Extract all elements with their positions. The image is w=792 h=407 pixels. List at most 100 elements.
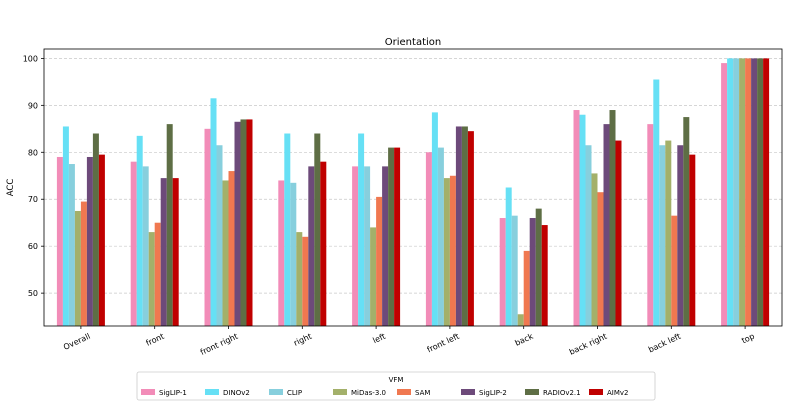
- bar-dinov2: [62, 126, 69, 327]
- bar-radiov2-1: [388, 147, 395, 326]
- bars: [56, 58, 770, 327]
- y-axis-ticks: 50 60 70 80 90 100: [23, 54, 44, 298]
- bar-dinov2: [358, 133, 365, 326]
- bar-aimv2: [246, 119, 253, 326]
- bar-clip: [511, 215, 518, 326]
- bar-midas-3-0: [739, 58, 746, 326]
- bar-dinov2: [505, 187, 512, 326]
- bar-midas-3-0: [517, 314, 524, 326]
- bar-sam: [449, 175, 456, 326]
- bar-midas-3-0: [591, 173, 598, 326]
- legend-swatch: [461, 389, 475, 395]
- legend-label: MiDas-3.0: [351, 389, 386, 397]
- bar-clip: [659, 145, 666, 326]
- legend-label: SigLIP-2: [479, 389, 507, 397]
- bar-siglip-1: [499, 218, 506, 326]
- plot-area-frame: [43, 48, 783, 327]
- bar-siglip-2: [86, 156, 93, 326]
- bar-aimv2: [320, 161, 327, 326]
- bar-aimv2: [394, 147, 401, 326]
- bar-radiov2-1: [609, 110, 616, 326]
- y-tick-label: 70: [28, 195, 38, 204]
- bar-siglip-2: [234, 121, 241, 327]
- bar-siglip-2: [160, 178, 167, 326]
- bar-siglip-2: [603, 124, 610, 326]
- bar-clip: [68, 164, 75, 326]
- legend: VFM SigLIP-1 DINOv2 CLIP MiDas-3.0 SAM SigLIP…: [136, 371, 656, 401]
- legend-swatch: [205, 389, 219, 395]
- bar-clip: [437, 147, 444, 326]
- bar-midas-3-0: [74, 210, 81, 326]
- legend-swatch: [589, 389, 603, 395]
- bar-siglip-1: [204, 128, 211, 326]
- bar-siglip-1: [130, 161, 137, 326]
- bar-siglip-2: [382, 166, 389, 326]
- bar-clip: [216, 145, 223, 326]
- legend-label: AIMv2: [607, 389, 629, 397]
- bar-radiov2-1: [461, 126, 468, 327]
- bar-siglip-1: [352, 166, 359, 326]
- bar-sam: [302, 236, 309, 326]
- chart-title: Orientation: [385, 37, 441, 48]
- legend-swatch: [141, 389, 155, 395]
- legend-label: DINOv2: [223, 389, 250, 397]
- bar-aimv2: [172, 178, 179, 326]
- bar-midas-3-0: [222, 180, 229, 326]
- bar-sam: [228, 171, 235, 326]
- y-tick-label: 80: [28, 148, 38, 157]
- bar-midas-3-0: [665, 140, 672, 326]
- bar-clip: [585, 145, 592, 326]
- y-tick-label: 50: [28, 289, 38, 298]
- bar-clip: [142, 166, 149, 326]
- bar-dinov2: [727, 58, 734, 326]
- bar-siglip-1: [647, 124, 654, 326]
- bar-radiov2-1: [240, 119, 247, 326]
- legend-label: CLIP: [287, 389, 302, 397]
- legend-swatch: [333, 389, 347, 395]
- bar-midas-3-0: [370, 227, 377, 326]
- y-tick-label: 60: [28, 242, 38, 251]
- bar-siglip-2: [751, 58, 758, 326]
- legend-swatch: [269, 389, 283, 395]
- bar-siglip-1: [56, 156, 63, 326]
- bar-dinov2: [136, 135, 143, 326]
- legend-label: SigLIP-1: [159, 389, 187, 397]
- bar-radiov2-1: [683, 117, 690, 327]
- legend-label: RADIOv2.1: [543, 389, 581, 397]
- bar-dinov2: [210, 98, 217, 327]
- y-axis-label: ACC: [6, 179, 16, 197]
- bar-dinov2: [284, 133, 291, 326]
- bar-midas-3-0: [296, 232, 303, 326]
- bar-midas-3-0: [148, 232, 155, 326]
- bar-sam: [597, 192, 604, 326]
- legend-label: SAM: [415, 389, 430, 397]
- bar-aimv2: [541, 225, 548, 326]
- bar-radiov2-1: [92, 133, 99, 326]
- bar-sam: [745, 58, 752, 326]
- y-tick-label: 100: [23, 54, 38, 63]
- legend-swatch: [525, 389, 539, 395]
- bar-radiov2-1: [757, 58, 764, 326]
- bar-siglip-2: [677, 145, 684, 326]
- bar-siglip-1: [721, 63, 728, 326]
- bar-aimv2: [98, 154, 105, 326]
- bar-aimv2: [689, 154, 696, 326]
- bar-clip: [733, 58, 740, 326]
- bar-aimv2: [763, 58, 770, 326]
- bar-sam: [154, 222, 161, 326]
- bar-siglip-2: [455, 126, 462, 327]
- bar-clip: [290, 182, 297, 326]
- bar-siglip-2: [308, 166, 315, 326]
- bar-sam: [671, 215, 678, 326]
- y-tick-label: 90: [28, 101, 38, 110]
- bar-dinov2: [431, 112, 438, 327]
- bar-aimv2: [467, 131, 474, 326]
- bar-siglip-1: [425, 152, 432, 326]
- bar-midas-3-0: [443, 178, 450, 326]
- bar-siglip-2: [529, 218, 536, 326]
- bar-sam: [523, 250, 530, 326]
- bar-sam: [376, 196, 383, 326]
- bar-radiov2-1: [314, 133, 321, 326]
- bar-radiov2-1: [535, 208, 542, 326]
- bar-siglip-1: [278, 180, 285, 326]
